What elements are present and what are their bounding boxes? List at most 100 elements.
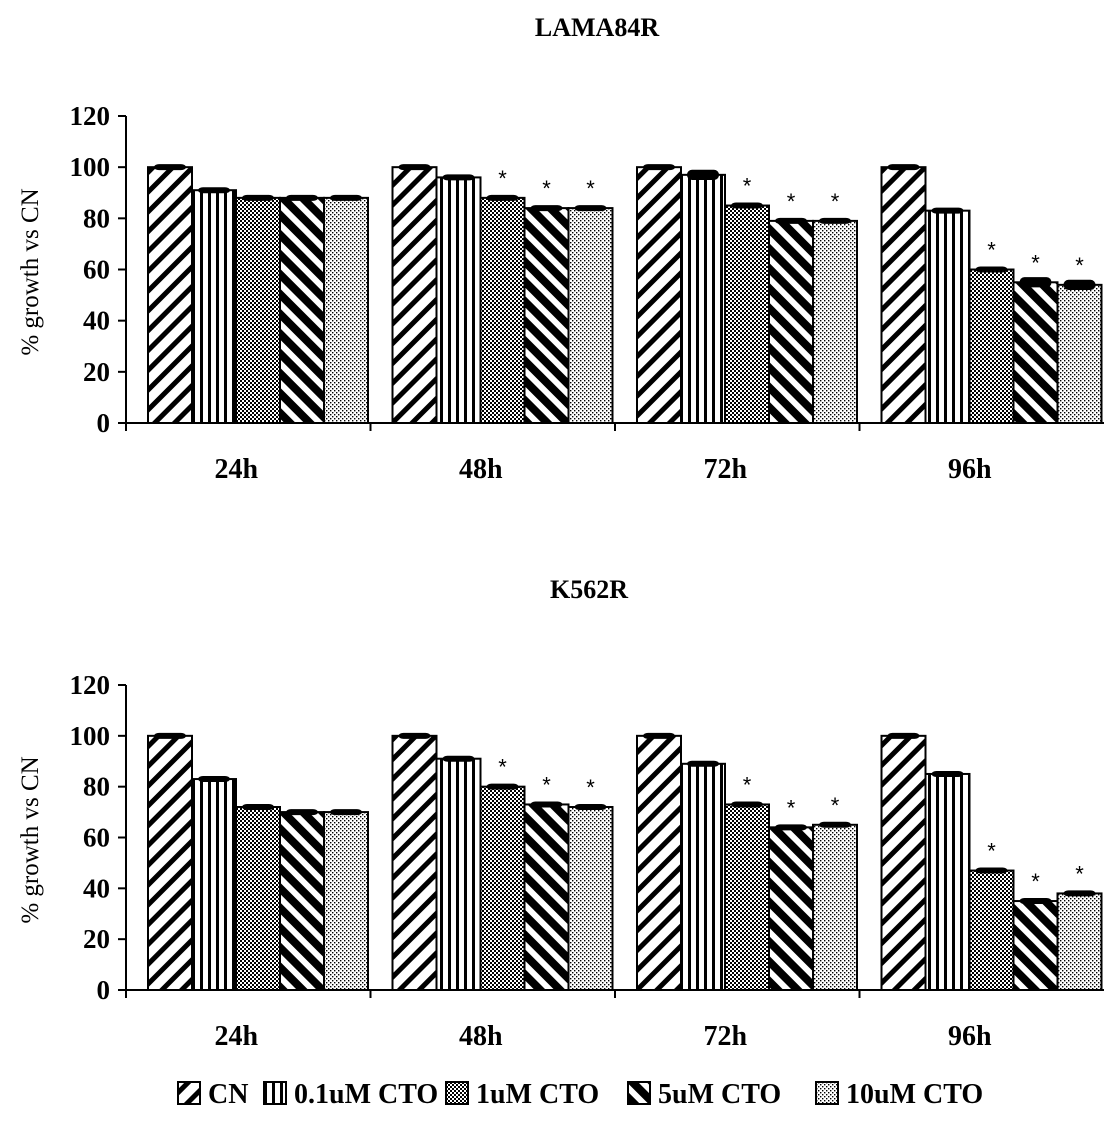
y-axis-label: % growth vs CN (17, 756, 44, 923)
bar (636, 734, 682, 991)
legend-swatch (815, 1081, 839, 1105)
error-bar (154, 732, 186, 739)
error-bar (1019, 277, 1052, 288)
y-tick-label: 20 (83, 924, 110, 954)
bar (768, 219, 814, 424)
significance-marker: * (743, 772, 752, 797)
legend-label: 5uM CTO (658, 1079, 781, 1110)
legend-label: CN (208, 1079, 248, 1110)
bar (479, 785, 526, 992)
y-tick-label: 80 (83, 203, 110, 233)
bar (523, 803, 570, 991)
significance-marker: * (542, 772, 551, 797)
error-bar (486, 783, 519, 790)
bar (191, 189, 237, 424)
chart-title: LAMA84R (535, 13, 659, 42)
significance-marker: * (542, 176, 551, 201)
legend: CN 0.1uM CTO 1uM CTO 5uM CTO 10uM CTO (177, 1079, 983, 1110)
bar (479, 196, 526, 424)
bar (391, 166, 438, 424)
chart-title: K562R (550, 575, 628, 604)
error-bar (530, 205, 563, 212)
significance-marker: * (831, 189, 840, 214)
error-bar (286, 809, 318, 816)
bar (880, 166, 927, 424)
bar (1012, 900, 1059, 992)
chart-k562r: K562R % growth vs CN 0 20 40 60 80 100 120 24h *… (17, 575, 1104, 1052)
bar (724, 803, 770, 991)
y-tick-label: 120 (70, 670, 111, 700)
significance-marker: * (1075, 861, 1084, 886)
y-tick-label: 40 (83, 873, 110, 903)
bar (812, 823, 858, 992)
bar (1012, 281, 1059, 424)
bar (279, 811, 325, 991)
bar (323, 811, 369, 991)
x-tick-label: 72h (703, 454, 747, 485)
error-bar (931, 207, 964, 214)
error-bar (975, 867, 1008, 874)
significance-marker: * (987, 238, 996, 263)
error-bar (530, 801, 563, 808)
y-axis-label: % growth vs CN (17, 188, 44, 355)
bar (147, 166, 193, 424)
significance-marker: * (787, 795, 796, 820)
error-bar (819, 821, 851, 828)
error-bar (775, 217, 807, 224)
bar (567, 207, 614, 424)
y-tick-label: 120 (70, 101, 111, 131)
bar (235, 806, 281, 991)
bar (1056, 892, 1103, 992)
error-bar (154, 164, 186, 171)
error-bar (198, 187, 230, 194)
y-tick-label: 20 (83, 357, 110, 387)
error-bar (1019, 898, 1052, 905)
bar (435, 757, 482, 991)
y-tick-label: 100 (70, 152, 111, 182)
error-bar (731, 801, 763, 808)
error-bar (242, 804, 274, 810)
error-bar (931, 770, 964, 777)
x-tick-label: 24h (214, 454, 258, 485)
error-bar (731, 202, 763, 209)
bar (323, 196, 369, 424)
significance-marker: * (987, 839, 996, 864)
y-tick-label: 80 (83, 772, 110, 802)
error-bar (975, 266, 1008, 273)
legend-label: 10uM CTO (846, 1079, 983, 1110)
bar (880, 734, 927, 991)
error-bar (687, 760, 719, 767)
error-bar (1063, 279, 1096, 290)
x-tick-label: 72h (703, 1021, 747, 1052)
error-bar (819, 217, 851, 224)
bar (1056, 283, 1103, 424)
bar (724, 204, 770, 424)
x-tick-label: 96h (948, 454, 992, 485)
error-bar (398, 164, 431, 171)
bar (147, 734, 193, 991)
x-tick-label: 48h (459, 1021, 503, 1052)
error-bar (198, 776, 230, 783)
significance-marker: * (1031, 250, 1040, 275)
significance-marker: * (831, 793, 840, 818)
bar (924, 209, 971, 424)
y-tick-label: 40 (83, 306, 110, 336)
bar (191, 778, 237, 992)
bar (391, 734, 438, 991)
x-tick-label: 48h (459, 454, 503, 485)
bar (435, 176, 482, 424)
y-tick-label: 60 (83, 255, 110, 285)
bar (768, 826, 814, 991)
significance-marker: * (586, 775, 595, 800)
y-tick-label: 60 (83, 823, 110, 853)
significance-marker: * (498, 166, 507, 191)
y-tick-label: 0 (97, 408, 111, 438)
legend-label: 1uM CTO (476, 1079, 599, 1110)
bar (523, 207, 570, 424)
error-bar (1063, 890, 1096, 897)
x-tick-label: 96h (948, 1021, 992, 1052)
bar (924, 772, 971, 991)
bar (567, 806, 614, 991)
y-tick-label: 0 (97, 975, 111, 1005)
chart-lama84r: LAMA84R % growth vs CN 0 20 40 60 80 100 120 24… (17, 13, 1104, 485)
